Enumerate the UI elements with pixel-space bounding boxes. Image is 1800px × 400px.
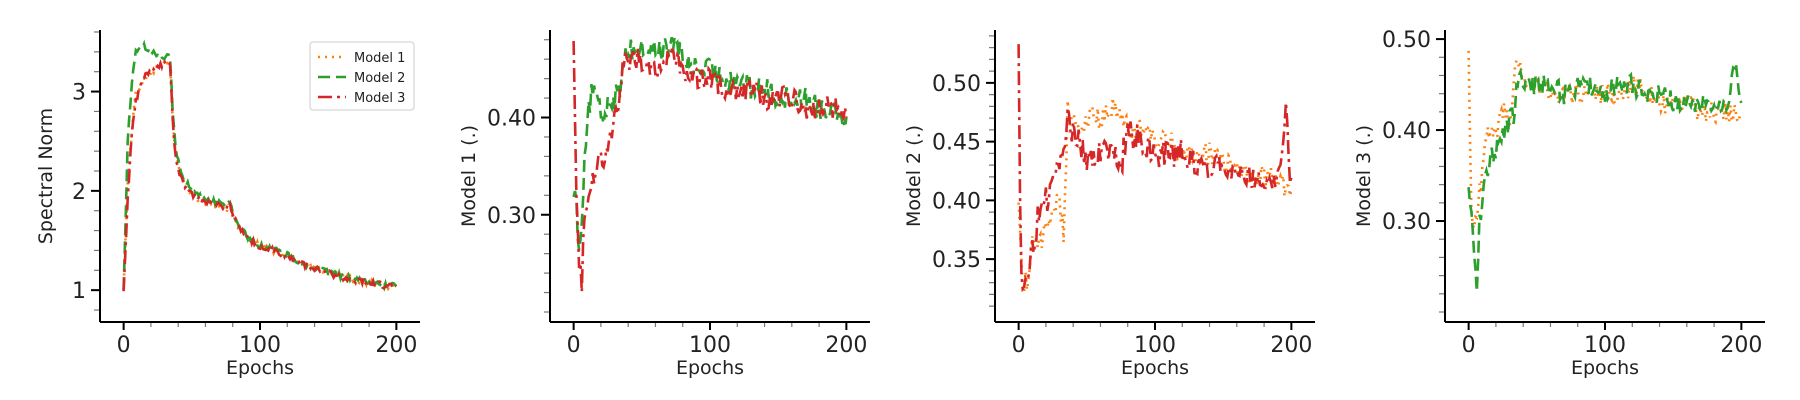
legend: Model 1 Model 2 Model 3 [309,41,415,111]
legend-entry: Model 2 [354,71,405,86]
x-tick-label: 200 [825,333,867,358]
x-tick-label: 0 [567,333,581,358]
y-tick-label: 0.50 [1382,28,1431,53]
series-line-model-3 [572,40,848,293]
series-line-model-2 [1467,63,1743,292]
series-line-model-1 [1467,50,1743,229]
legend-frame [309,41,415,111]
y-tick-label: 0.45 [932,131,981,156]
y-axis-label: Model 1 (.) [458,125,480,227]
legend-entry: Model 1 [354,51,405,66]
series-line-model-1 [1017,97,1293,294]
x-tick-label: 100 [239,333,281,358]
y-axis-label: Model 3 (.) [1353,125,1375,227]
series-line-model-3 [122,59,397,292]
x-tick-label: 200 [1720,333,1762,358]
y-tick-label: 0.40 [1382,119,1431,144]
x-axis-label: Epochs [1571,357,1639,379]
y-tick-label: 2 [72,180,86,205]
x-tick-label: 100 [1134,333,1176,358]
y-tick-label: 0.30 [487,204,536,229]
y-tick-label: 0.50 [932,72,981,97]
x-tick-label: 100 [1584,333,1626,358]
x-tick-label: 200 [375,333,417,358]
y-tick-label: 3 [72,81,86,106]
y-tick-label: 0.40 [932,189,981,214]
series-line-model-2 [122,39,398,292]
x-tick-label: 0 [1462,333,1476,358]
y-tick-label: 0.30 [1382,210,1431,235]
y-tick-label: 0.40 [487,107,536,132]
y-tick-label: 1 [72,279,86,304]
x-tick-label: 0 [117,333,131,358]
series-line-model-3 [1017,44,1293,293]
y-axis-label: Model 2 (.) [903,125,925,227]
series-line-model-2 [572,36,848,251]
panel-model-3: 0 100 200 0.30 0.40 0.50 Epochs Model 3 (.) [1353,28,1765,379]
x-axis-label: Epochs [1121,357,1189,379]
panel-model-1: 0 100 200 0.30 0.40 Epochs Model 1 (.) [458,30,870,379]
x-tick-label: 200 [1270,333,1312,358]
panel-model-2: 0 100 200 0.35 0.40 0.45 0.50 Epochs Model 2 (.) [903,30,1315,379]
x-tick-label: 100 [689,333,731,358]
x-axis-label: Epochs [676,357,744,379]
y-axis-label: Spectral Norm [35,108,57,244]
y-tick-label: 0.35 [932,248,981,273]
x-axis-label: Epochs [226,357,294,379]
x-tick-label: 0 [1012,333,1026,358]
legend-entry: Model 3 [354,91,405,106]
